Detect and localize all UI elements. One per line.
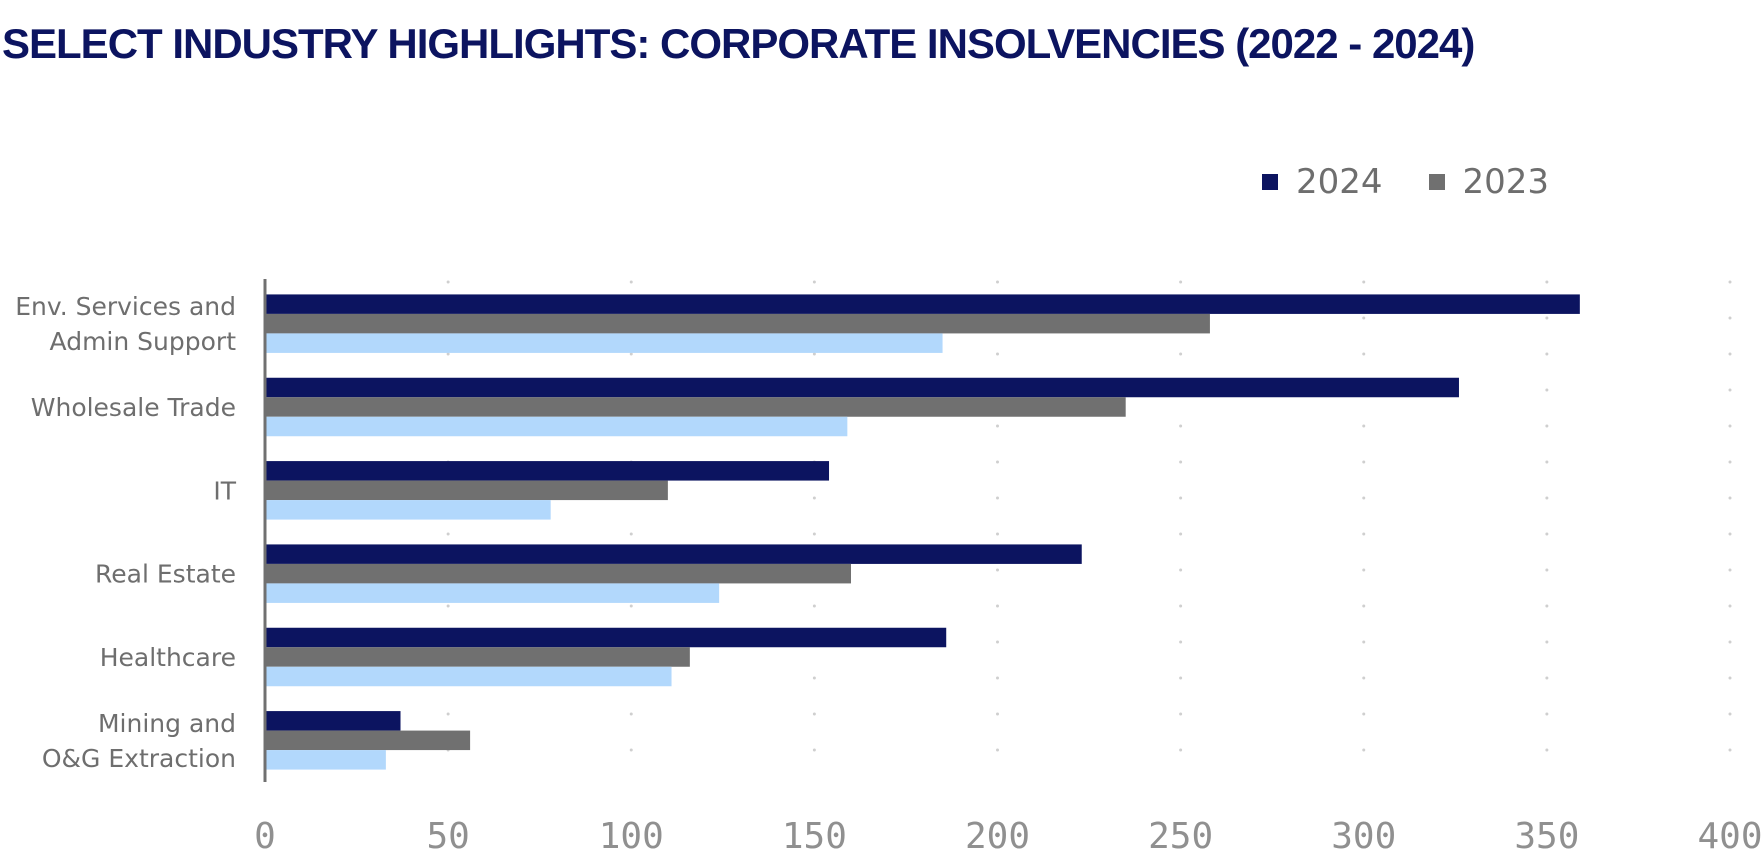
x-tick-label-400: 400 bbox=[1697, 816, 1762, 857]
legend-item-2024: 2024 bbox=[1262, 162, 1383, 202]
bar-series-3-1 bbox=[265, 416, 848, 437]
legend-swatch-2023 bbox=[1428, 174, 1445, 190]
x-tick-label-350: 350 bbox=[1514, 816, 1579, 857]
x-tick-label-250: 250 bbox=[1148, 816, 1213, 857]
x-tick-label-0: 0 bbox=[254, 816, 276, 857]
bar-series-3-2 bbox=[265, 500, 551, 520]
category-label-0-1: Admin Support bbox=[50, 327, 237, 356]
legend-label-2024: 2024 bbox=[1296, 162, 1383, 202]
legend: 2024 2023 bbox=[1262, 160, 1549, 204]
bar-2024-3 bbox=[265, 544, 1082, 564]
category-label-1-0: Wholesale Trade bbox=[31, 393, 236, 422]
bar-2023-4 bbox=[265, 647, 690, 667]
x-tick-label-50: 50 bbox=[426, 816, 469, 857]
bar-2024-5 bbox=[265, 711, 401, 731]
bar-series-3-5 bbox=[265, 750, 386, 770]
legend-label-2023: 2023 bbox=[1462, 162, 1550, 202]
x-tick-label-300: 300 bbox=[1331, 816, 1396, 857]
bar-2024-1 bbox=[265, 377, 1459, 398]
category-label-5-0: Mining and bbox=[98, 709, 236, 738]
category-label-3-0: Real Estate bbox=[95, 560, 236, 589]
category-label-5-1: O&G Extraction bbox=[42, 744, 236, 773]
legend-item-2023: 2023 bbox=[1428, 162, 1550, 202]
bar-series-3-3 bbox=[265, 583, 720, 603]
legend-swatch-2024 bbox=[1262, 174, 1278, 190]
bar-2023-0 bbox=[265, 313, 1210, 334]
bar-series-3-0 bbox=[265, 333, 943, 353]
category-label-0-0: Env. Services and bbox=[15, 292, 236, 321]
bar-2023-1 bbox=[265, 397, 1126, 417]
bar-2023-5 bbox=[265, 730, 471, 751]
bar-2023-2 bbox=[265, 480, 668, 501]
bar-2024-4 bbox=[265, 627, 947, 648]
bar-2024-2 bbox=[265, 461, 830, 481]
bar-2023-3 bbox=[265, 563, 851, 584]
bar-series-3-4 bbox=[265, 666, 672, 687]
category-label-2-0: IT bbox=[213, 476, 236, 505]
x-tick-label-100: 100 bbox=[599, 816, 664, 857]
bar-2024-0 bbox=[265, 294, 1580, 314]
x-tick-label-200: 200 bbox=[965, 816, 1030, 857]
category-label-4-0: Healthcare bbox=[100, 643, 236, 672]
chart-title: SELECT INDUSTRY HIGHLIGHTS: CORPORATE IN… bbox=[2, 20, 1475, 67]
x-tick-label-150: 150 bbox=[782, 816, 847, 857]
